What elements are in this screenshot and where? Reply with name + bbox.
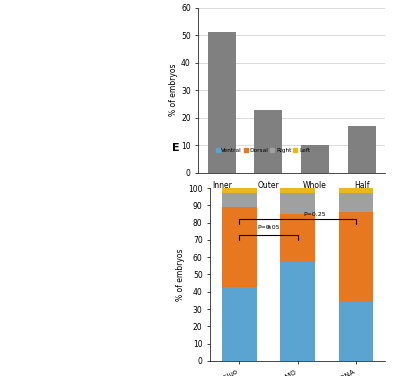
Bar [255,109,283,173]
Bar [280,188,315,193]
Bar [222,207,257,287]
Bar [338,302,373,361]
Text: E: E [172,143,180,153]
Bar [280,214,315,262]
Bar [338,188,373,193]
Legend: Ventral, Dorsal, Right, Left: Ventral, Dorsal, Right, Left [213,146,312,156]
Y-axis label: % of embryos: % of embryos [169,64,178,117]
Bar [338,212,373,302]
Bar [338,193,373,212]
Text: *: * [266,225,271,234]
Bar [280,262,315,361]
Text: P=0.25: P=0.25 [304,212,327,217]
Bar [222,188,257,193]
Bar [348,126,376,173]
Bar [208,32,236,173]
Bar [301,146,329,173]
Text: B: B [157,0,166,1]
Text: P=0.05: P=0.05 [257,224,280,229]
Bar [222,193,257,207]
Bar [222,287,257,361]
Y-axis label: % of embryos: % of embryos [176,248,185,301]
Bar [280,193,315,214]
